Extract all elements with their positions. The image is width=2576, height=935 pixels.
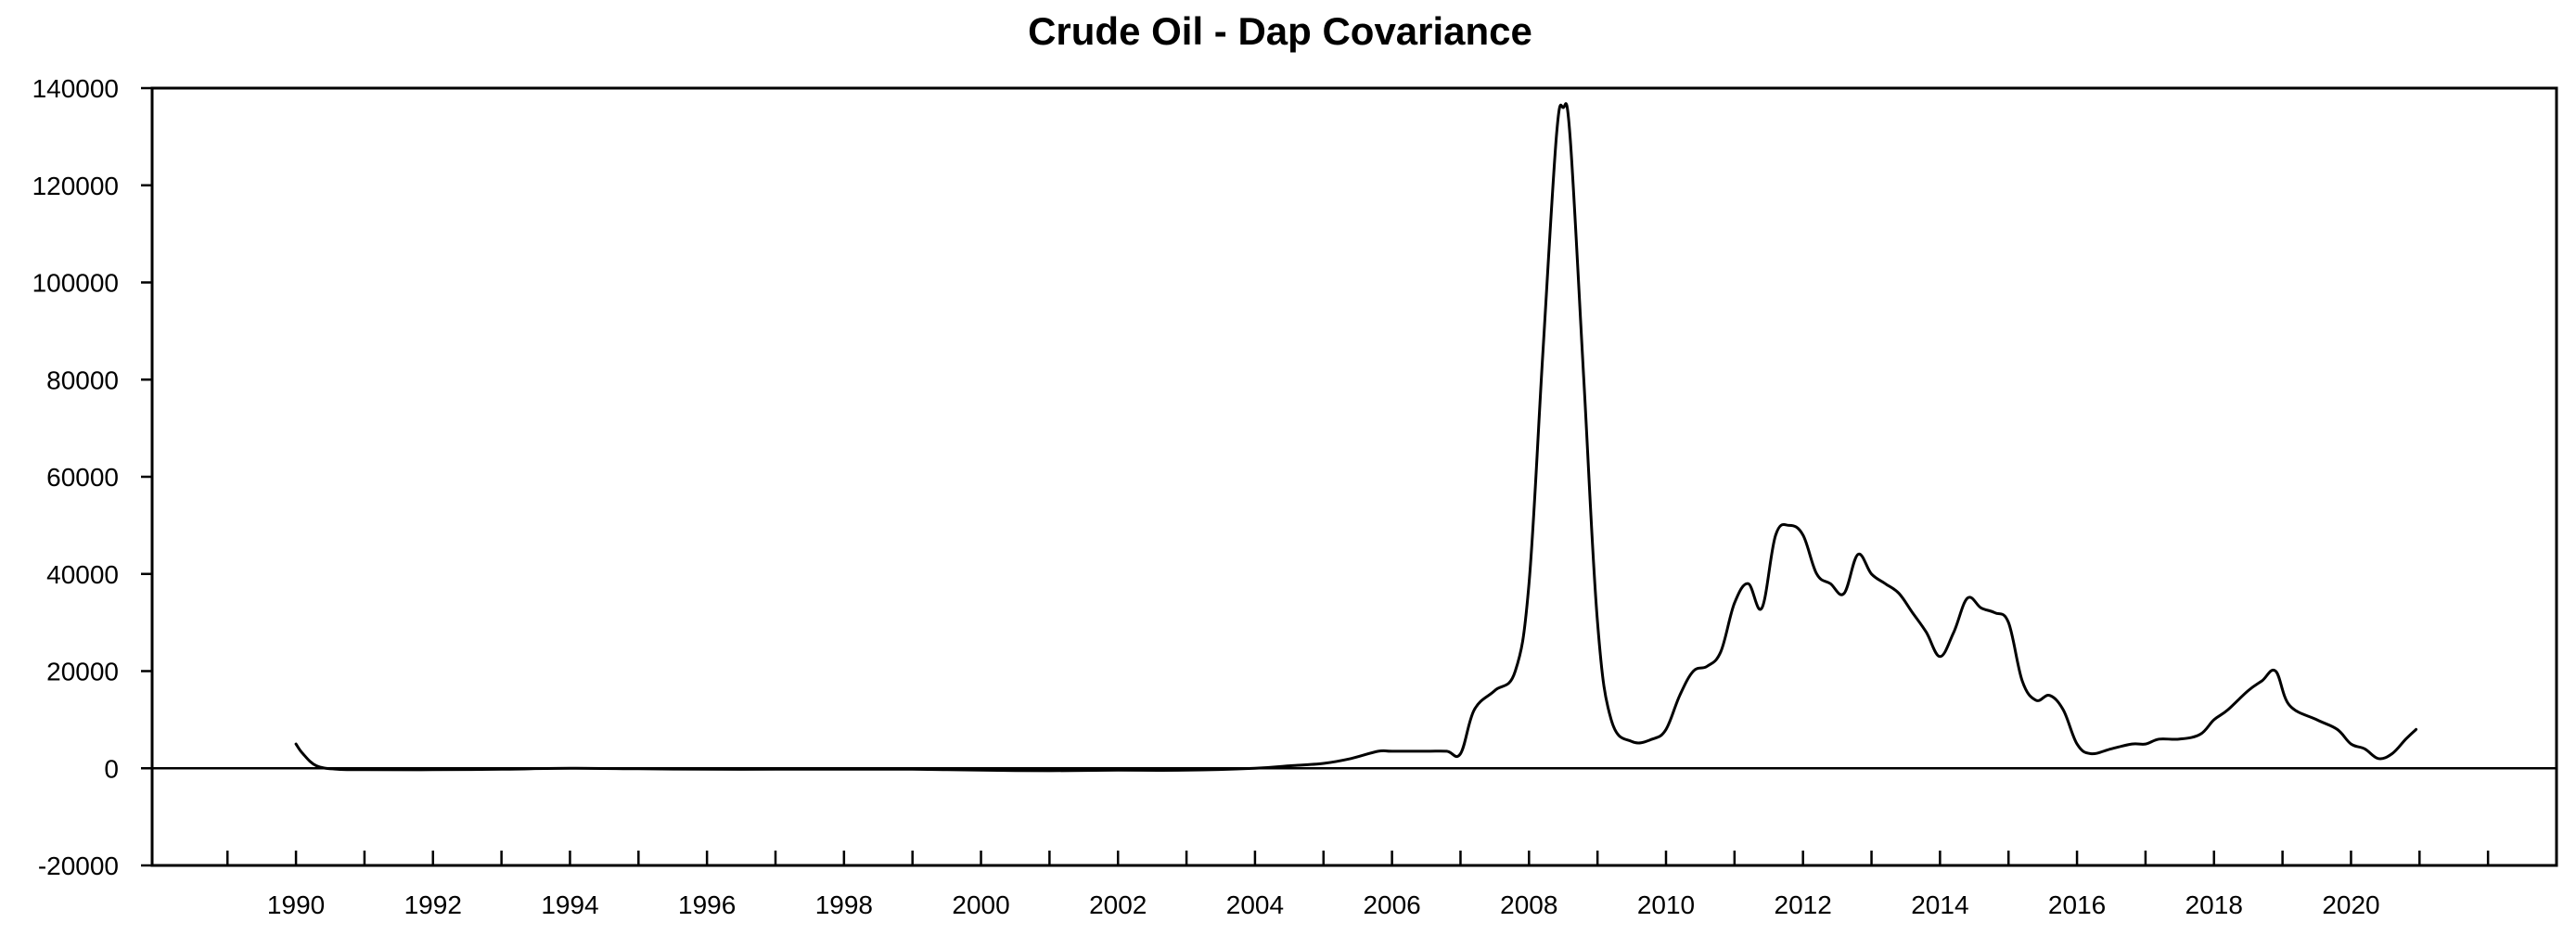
y-tick-label: 100000 — [32, 269, 119, 298]
x-tick-label: 2000 — [952, 890, 1009, 919]
y-tick-label: 40000 — [46, 560, 119, 589]
x-tick-label: 1992 — [404, 890, 462, 919]
x-tick-label: 2018 — [2185, 890, 2243, 919]
x-tick-label: 2008 — [1500, 890, 1557, 919]
y-tick-label: 80000 — [46, 365, 119, 394]
y-tick-label: 120000 — [32, 172, 119, 200]
chart-title: Crude Oil - Dap Covariance — [1028, 9, 1532, 53]
y-tick-label: 20000 — [46, 658, 119, 686]
y-tick-label: 140000 — [32, 74, 119, 103]
x-tick-label: 1996 — [678, 890, 736, 919]
x-tick-label: 2014 — [1911, 890, 1968, 919]
x-tick-label: 2006 — [1363, 890, 1420, 919]
y-axis: -20000 0 20000 40000 60000 80000 100000 120000 1… — [32, 74, 152, 880]
plot-frame — [150, 86, 2558, 867]
x-tick-label: 2016 — [2048, 890, 2106, 919]
series-line — [294, 102, 2418, 773]
y-tick-label: 60000 — [46, 463, 119, 492]
x-tick-label: 2002 — [1089, 890, 1147, 919]
x-tick-label: 2010 — [1637, 890, 1695, 919]
x-tick-label: 1994 — [541, 890, 598, 919]
x-tick-label: 2020 — [2322, 890, 2379, 919]
y-tick-label: -20000 — [38, 852, 119, 880]
y-tick-label: 0 — [104, 754, 119, 783]
x-tick-label: 1990 — [267, 890, 325, 919]
x-tick-label: 1998 — [815, 890, 873, 919]
x-axis: 1990 1992 1994 1996 1998 2000 2002 2004 2006 2008… — [225, 851, 2490, 919]
x-tick-label: 2004 — [1226, 890, 1284, 919]
x-tick-label: 2012 — [1775, 890, 1832, 919]
